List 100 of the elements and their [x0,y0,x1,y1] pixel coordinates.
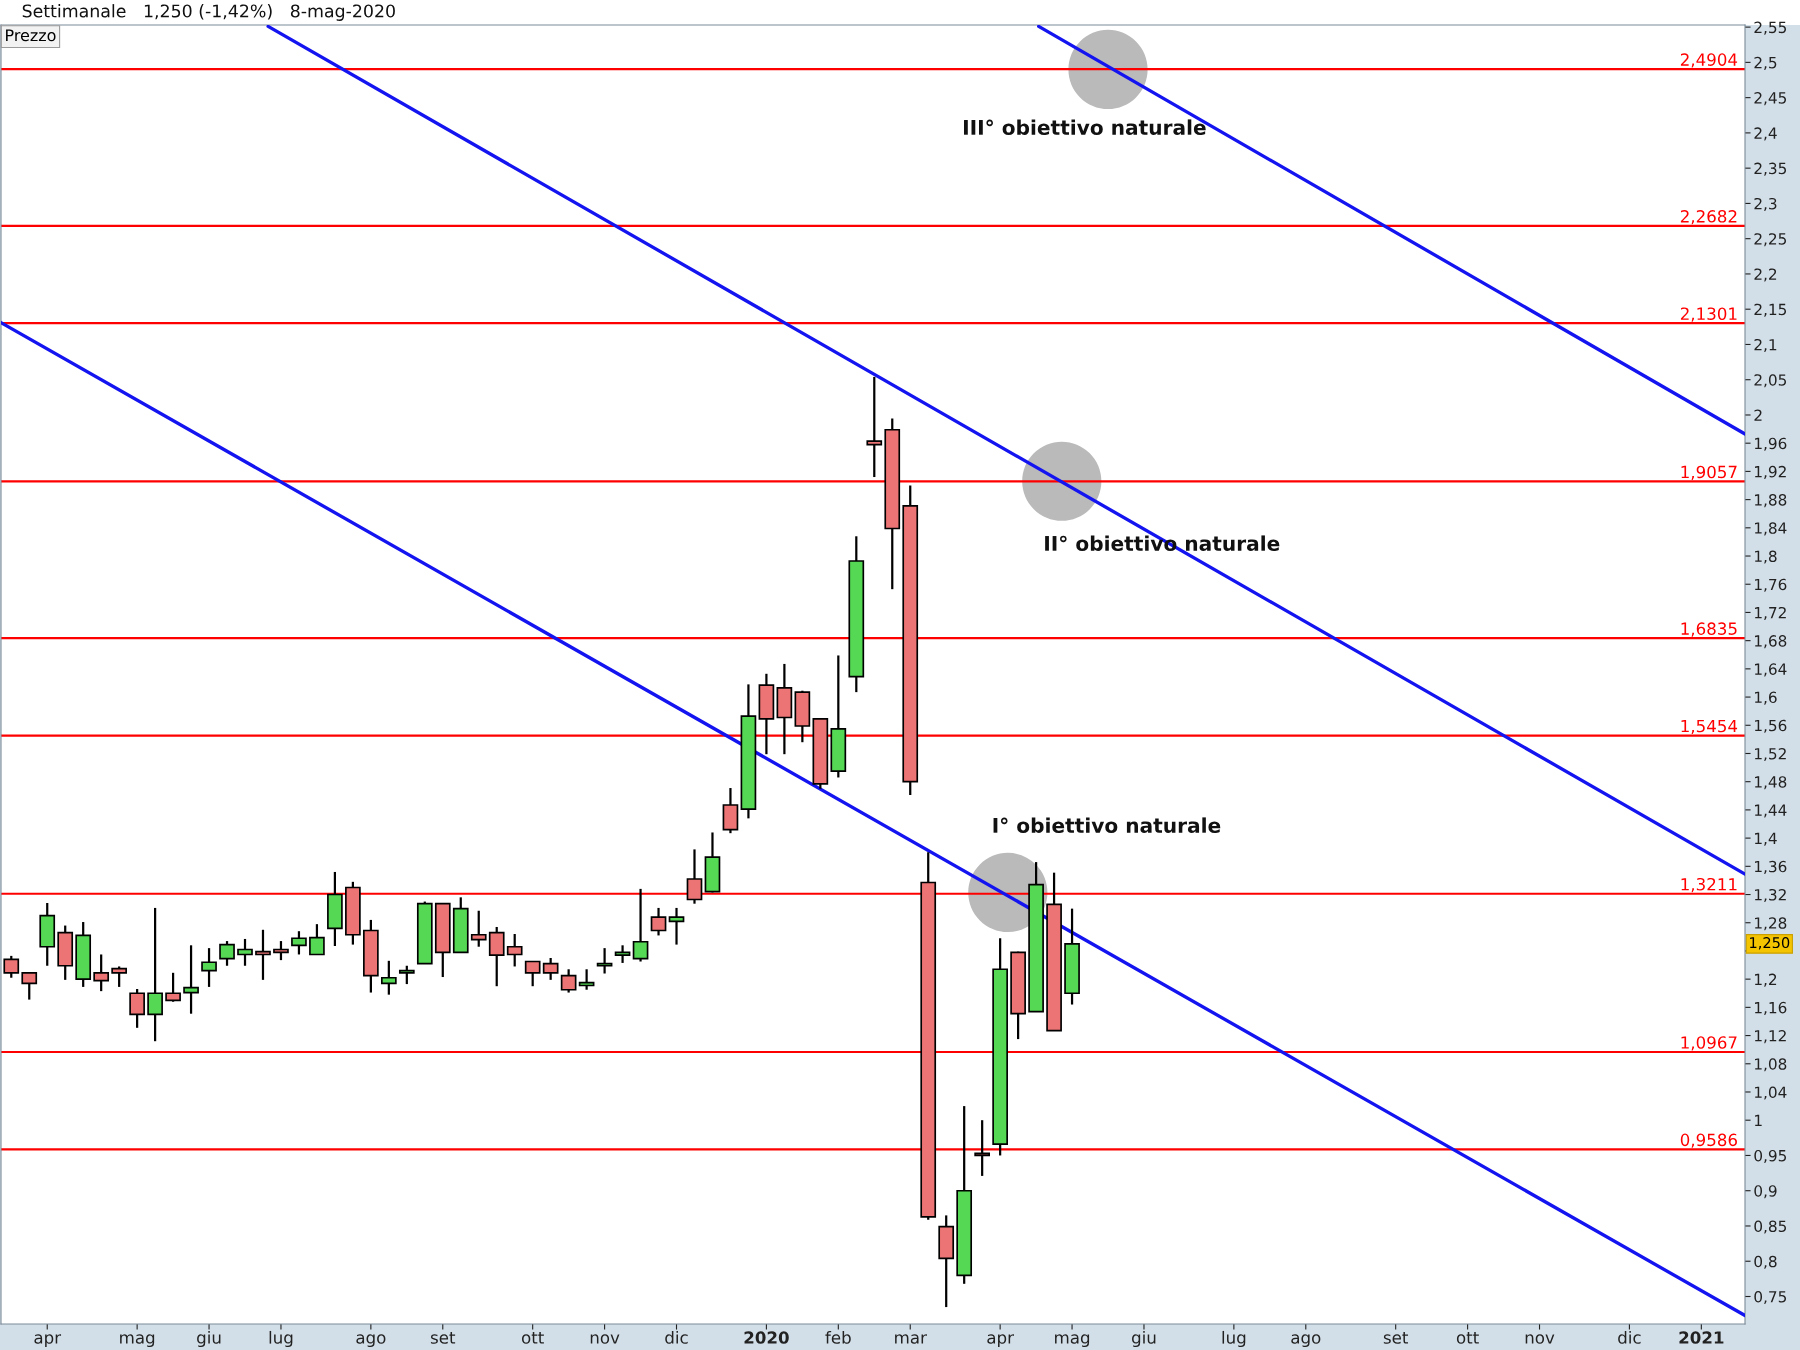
candlestick [380,959,397,996]
candlestick [219,939,235,967]
candlestick [542,956,559,981]
y-tick-label: 2,45 [1754,92,1787,106]
candlestick [273,939,289,962]
candlestick [506,932,523,968]
y-tick-label: 2,3 [1754,197,1777,211]
candlestick [668,906,685,946]
candlestick [309,923,325,956]
x-tick-label: lug [1222,1330,1246,1348]
candlestick [21,971,38,1001]
y-tick-label: 2,35 [1754,162,1787,176]
y-tick-label: 1,16 [1755,1001,1787,1015]
candlestick [632,887,649,963]
candlestick [470,909,487,948]
y-tick-label: 1,8 [1755,550,1777,564]
x-tick-label: giu [197,1330,221,1348]
candlestick [147,906,163,1043]
candlestick [129,987,145,1029]
candlestick [596,947,613,975]
x-tick-label: ago [356,1334,386,1348]
x-tick-label: feb [825,1330,851,1344]
x-tick-label: nov [1525,1334,1555,1344]
y-tick-label: 2,5 [1754,56,1777,70]
x-tick-label: apr [987,1334,1014,1348]
x-tick-label: mag [1055,1334,1090,1348]
candlestick [201,947,217,989]
chart-title: Settimanale 1,250 (-1,42%) 8-mag-2020 [22,4,395,21]
y-tick-label: 1,2 [1755,973,1777,987]
y-tick-label: 0,95 [1754,1149,1787,1164]
y-tick-label: 2,05 [1754,374,1787,388]
y-tick-label: 1,68 [1755,635,1787,649]
x-tick-label: 2020 [744,1331,789,1344]
candlestick [398,964,415,986]
ref-line-label: 1,5454 [1681,719,1738,735]
candlestick [686,848,703,905]
x-tick-label: mag [120,1334,155,1348]
candlestick [111,965,127,989]
text: 1,250 [1750,937,1790,950]
y-tick-label: 0,9 [1754,1185,1777,1199]
y-tick-label: 1,08 [1755,1058,1787,1072]
y-tick-label: 2,55 [1754,21,1787,35]
x-tick-label: 2021 [1679,1331,1724,1344]
y-tick-label: 1,84 [1755,522,1787,536]
y-tick-label: 1,04 [1755,1086,1787,1100]
annotation: Prezzo [6,29,56,42]
candlestick [650,906,667,937]
y-tick-label: 1,96 [1755,437,1787,451]
y-tick-label: 1,32 [1755,888,1786,903]
y-tick-label: 1,28 [1755,917,1787,931]
point [1068,29,1148,110]
y-tick-label: 0,8 [1754,1255,1777,1269]
x-tick-label: nov [590,1334,620,1344]
ref-line-label: 1,3211 [1681,877,1737,893]
y-tick-label: 1,64 [1755,663,1787,677]
ref-line-label: 0,9586 [1680,1133,1737,1148]
y-tick-label: 2,2 [1754,268,1777,282]
ref-line-label: 1,0967 [1681,1036,1737,1051]
ref-line-label: 2,4904 [1680,53,1738,68]
y-tick-label: 1,76 [1755,578,1787,592]
candlestick [237,937,253,967]
y-tick-label: 2,1 [1754,338,1777,353]
x-tick-label: apr [34,1334,62,1348]
y-tick-label: 1,36 [1755,860,1787,874]
x-tick-label: set [1383,1331,1409,1344]
candlestick [866,375,883,479]
y-tick-label: 1,92 [1755,465,1786,479]
x-tick-label: dic [665,1330,688,1344]
y-tick-label: 1,88 [1755,494,1787,508]
ref-line-label: 1,9057 [1681,465,1737,480]
x-tick-label: lug [269,1330,293,1348]
y-tick-label: 0,85 [1754,1220,1787,1234]
x-tick-label: dic [1618,1330,1641,1344]
candlestick [165,971,181,1003]
y-tick-label: 1,48 [1755,776,1787,790]
y-tick-label: 1,72 [1755,606,1786,621]
y-tick-label: 1,56 [1755,719,1787,733]
y-tick-label: 1,4 [1755,832,1777,846]
candlestick [524,960,541,988]
candlestick [255,928,271,981]
y-tick-label: 2,15 [1754,303,1787,317]
x-tick-label: ott [521,1331,544,1344]
y-tick-label: 2,4 [1754,127,1777,141]
y-tick-label: 1,12 [1755,1030,1786,1044]
y-tick-label: 2,25 [1754,233,1787,247]
ref-line-label: 2,1301 [1680,307,1737,322]
x-tick-label: set [430,1331,456,1344]
y-tick-label: 0,75 [1754,1290,1787,1305]
x-tick-label: mar [895,1334,927,1344]
candlestick [183,944,199,1015]
y-tick-label: 1,6 [1755,691,1777,705]
annotation: I° obiettivo naturale [993,817,1221,833]
candlestick [93,953,110,993]
annotation: III° obiettivo naturale [964,119,1206,135]
candlestick [560,968,577,994]
candlestick [488,925,505,988]
candlestick [3,954,20,979]
ref-line-label: 2,2682 [1680,210,1737,225]
y-tick-label: 1 [1755,1114,1762,1126]
y-tick-label: 1,44 [1755,804,1787,818]
